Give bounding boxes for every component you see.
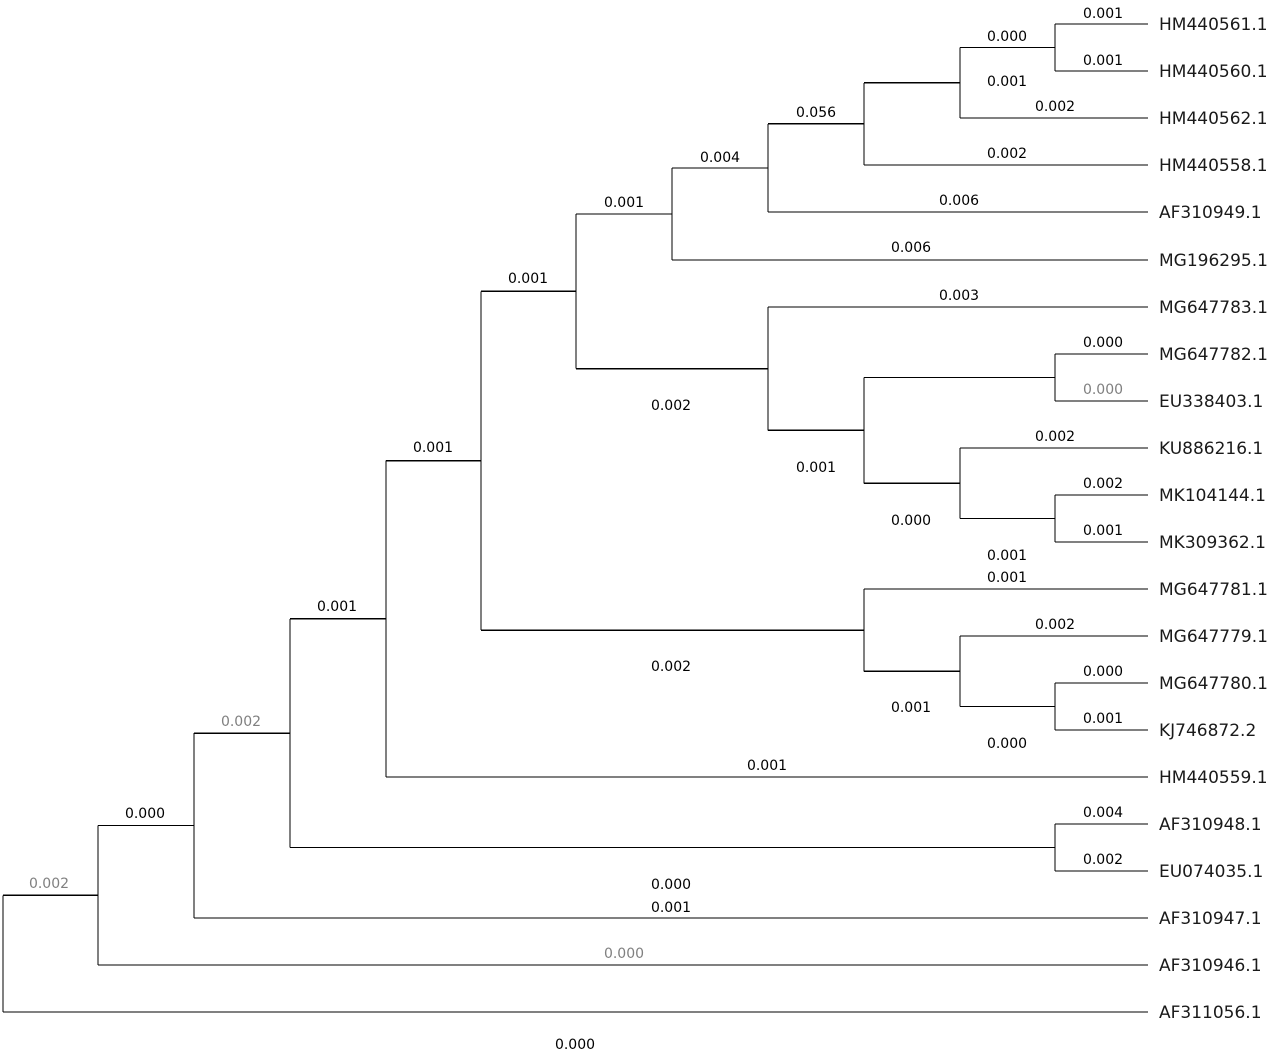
- branch-length-label: 0.000: [987, 29, 1027, 45]
- scale-label: 0.000: [555, 1037, 595, 1052]
- taxon-label: MK104144.1: [1159, 486, 1266, 506]
- branch-length-label: 0.002: [29, 876, 69, 892]
- branch-length-label: 0.001: [747, 758, 787, 774]
- taxon-label: EU338403.1: [1159, 392, 1263, 412]
- taxon-label: AF310949.1: [1159, 203, 1262, 223]
- branch-length-label: 0.001: [1083, 711, 1123, 727]
- branch-length-label: 0.004: [1083, 805, 1123, 821]
- taxon-label: HM440560.1: [1159, 62, 1268, 82]
- branch-length-label: 0.002: [1035, 99, 1075, 115]
- branch-length-label: 0.002: [1035, 617, 1075, 633]
- taxon-label: MG196295.1: [1159, 251, 1268, 271]
- branch-length-label: 0.001: [796, 460, 836, 476]
- taxon-label: MG647783.1: [1159, 298, 1268, 318]
- branch-length-label: 0.001: [1083, 523, 1123, 539]
- branch-length-label: 0.001: [317, 599, 357, 615]
- taxon-label: MK309362.1: [1159, 533, 1266, 553]
- branch-length-label: 0.001: [987, 74, 1027, 90]
- taxon-label: HM440559.1: [1159, 768, 1268, 788]
- branch-length-label: 0.001: [1083, 6, 1123, 22]
- taxon-label: AF311056.1: [1159, 1003, 1262, 1023]
- taxon-label: KJ746872.2: [1159, 721, 1256, 741]
- branch-length-label: 0.003: [939, 288, 979, 304]
- branch-length-label: 0.000: [604, 946, 644, 962]
- branch-length-label: 0.002: [987, 146, 1027, 162]
- branch-length-label: 0.000: [125, 806, 165, 822]
- taxon-label: KU886216.1: [1159, 439, 1263, 459]
- taxon-label: MG647781.1: [1159, 580, 1268, 600]
- branch-length-labels: 0.001 0.001 0.002 0.002 0.006 0.006 0.003 0.000…: [29, 6, 1123, 962]
- taxon-label: AF310948.1: [1159, 815, 1262, 835]
- branch-length-label: 0.001: [413, 440, 453, 456]
- branch-length-label: 0.002: [1083, 852, 1123, 868]
- taxon-labels: HM440561.1 HM440560.1 HM440562.1 HM440558.1…: [1159, 15, 1268, 1023]
- taxon-label: MG647779.1: [1159, 627, 1268, 647]
- taxon-label: AF310946.1: [1159, 956, 1262, 976]
- branch-length-label: 0.001: [891, 700, 931, 716]
- taxon-label: HM440562.1: [1159, 109, 1268, 129]
- branch-length-label: 0.056: [796, 105, 836, 121]
- branch-length-label: 0.000: [651, 877, 691, 893]
- tree-branches: [2, 23, 1148, 1013]
- branch-length-label: 0.006: [891, 240, 931, 256]
- branch-length-label: 0.002: [1035, 429, 1075, 445]
- branch-length-label: 0.001: [1083, 53, 1123, 69]
- branch-length-label: 0.001: [651, 900, 691, 916]
- branch-length-label: 0.006: [939, 193, 979, 209]
- branch-length-label: 0.002: [1083, 476, 1123, 492]
- taxon-label: EU074035.1: [1159, 862, 1263, 882]
- branch-length-label: 0.002: [651, 659, 691, 675]
- taxon-label: MG647782.1: [1159, 345, 1268, 365]
- taxon-label: MG647780.1: [1159, 674, 1268, 694]
- branch-length-label: 0.002: [221, 714, 261, 730]
- branch-length-label: 0.004: [700, 150, 740, 166]
- taxon-label: AF310947.1: [1159, 909, 1262, 929]
- branch-length-label: 0.000: [987, 736, 1027, 752]
- branch-length-label: 0.000: [1083, 664, 1123, 680]
- branch-length-label: 0.001: [604, 195, 644, 211]
- branch-length-label: 0.000: [891, 513, 931, 529]
- branch-length-label: 0.001: [508, 271, 548, 287]
- taxon-label: HM440558.1: [1159, 156, 1268, 176]
- branch-length-label: 0.001: [987, 570, 1027, 586]
- branch-length-label: 0.002: [651, 398, 691, 414]
- branch-length-label: 0.000: [1083, 382, 1123, 398]
- branch-length-label: 0.000: [1083, 335, 1123, 351]
- taxon-label: HM440561.1: [1159, 15, 1268, 35]
- branch-length-label: 0.001: [987, 548, 1027, 564]
